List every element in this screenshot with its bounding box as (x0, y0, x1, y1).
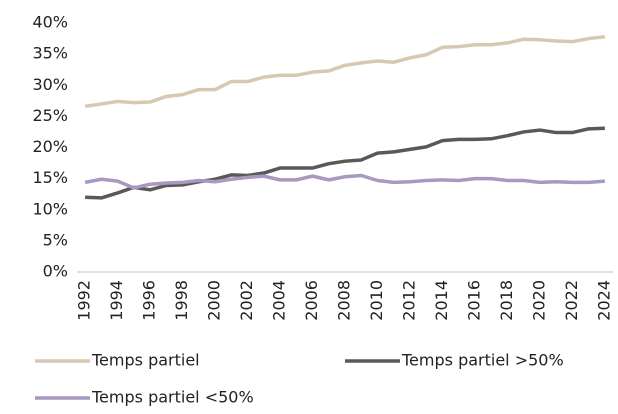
legend-label: Temps partiel >50% (401, 351, 564, 370)
x-tick-label: 2014 (432, 280, 451, 321)
y-tick-label: 35% (32, 44, 68, 63)
x-tick-label: 2000 (205, 280, 224, 321)
y-tick-label: 15% (32, 168, 68, 187)
series-line (84, 34, 606, 109)
legend-label: Temps partiel (91, 351, 200, 370)
series-line (84, 173, 606, 190)
x-tick-label: 2006 (302, 280, 321, 321)
y-tick-label: 20% (32, 137, 68, 156)
x-tick-label: 2022 (562, 280, 581, 321)
y-tick-label: 25% (32, 106, 68, 125)
legend-label: Temps partiel <50% (91, 388, 254, 407)
x-tick-label: 2016 (464, 280, 483, 321)
y-tick-label: 0% (43, 262, 68, 281)
x-tick-label: 2018 (497, 280, 516, 321)
y-tick-label: 5% (43, 230, 68, 249)
x-tick-label: 2020 (529, 280, 548, 321)
x-tick-label: 1994 (107, 280, 126, 321)
y-tick-label: 30% (32, 75, 68, 94)
x-tick-label: 1998 (172, 280, 191, 321)
y-tick-label: 40% (32, 13, 68, 32)
x-tick-label: 2010 (367, 280, 386, 321)
x-tick-label: 1992 (75, 280, 94, 321)
x-tick-label: 2024 (594, 280, 613, 321)
x-tick-label: 2002 (237, 280, 256, 321)
y-tick-label: 10% (32, 199, 68, 218)
x-tick-label: 2008 (335, 280, 354, 321)
x-tick-label: 2012 (399, 280, 418, 321)
x-tick-label: 2004 (270, 280, 289, 321)
series-line (85, 126, 605, 200)
x-tick-label: 1996 (140, 280, 159, 321)
